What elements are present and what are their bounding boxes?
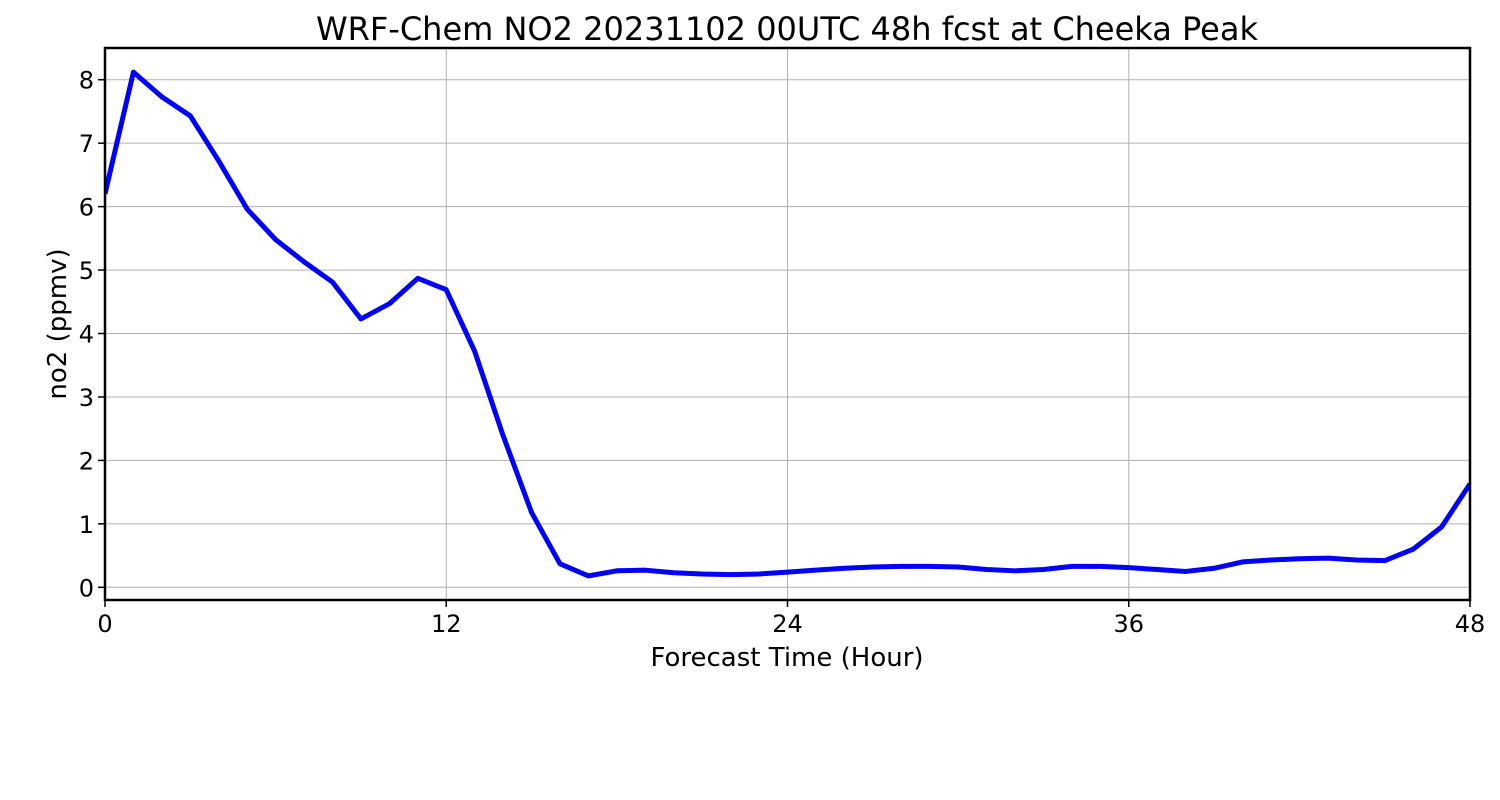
x-tick-label: 0 (97, 610, 112, 638)
no2-series-line (105, 69, 1470, 579)
y-tick-label: 4 (79, 321, 94, 349)
x-tick-label: 36 (1113, 610, 1144, 638)
x-tick-label: 12 (431, 610, 462, 638)
grid-lines (104, 48, 1471, 600)
y-tick-label: 7 (79, 130, 94, 158)
y-axis-label: no2 (ppmv) (43, 248, 73, 399)
y-tick-label: 6 (79, 194, 94, 222)
x-axis-label: Forecast Time (Hour) (650, 643, 923, 673)
y-tick-label: 0 (79, 574, 94, 602)
y-tick-label: 1 (79, 511, 94, 539)
series-layer (105, 69, 1470, 579)
x-tick-label: 24 (772, 610, 803, 638)
y-tick-label: 5 (79, 257, 94, 285)
y-tick-label: 3 (79, 384, 94, 412)
x-tick-label: 48 (1455, 610, 1486, 638)
chart-title: WRF-Chem NO2 20231102 00UTC 48h fcst at … (316, 10, 1258, 48)
y-tick-label: 8 (79, 67, 94, 95)
y-tick-label: 2 (79, 447, 94, 475)
